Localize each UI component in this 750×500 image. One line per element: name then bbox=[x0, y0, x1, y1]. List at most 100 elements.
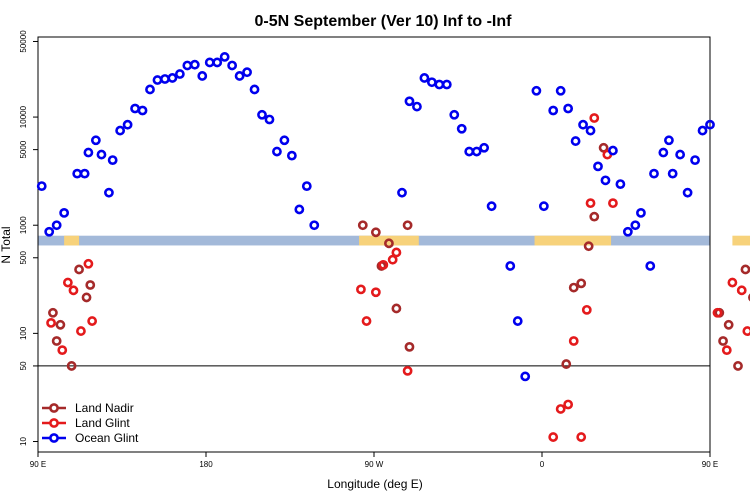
ocean-glint-point bbox=[279, 135, 290, 146]
ocean-glint-point bbox=[257, 109, 267, 120]
land-band bbox=[732, 235, 750, 246]
ocean-glint-point bbox=[531, 85, 542, 96]
ocean-glint-point bbox=[697, 125, 708, 136]
chart-title: 0-5N September (Ver 10) Inf to -Inf bbox=[255, 13, 513, 30]
ocean-glint-point bbox=[486, 201, 497, 212]
x-tick-label: 90 E bbox=[702, 460, 718, 469]
land-glint-point bbox=[736, 285, 747, 296]
ocean-glint-point bbox=[630, 220, 641, 231]
ocean-glint-point bbox=[538, 201, 549, 212]
ocean-glint-point bbox=[294, 204, 305, 215]
land-band bbox=[64, 235, 80, 246]
land-glint-point bbox=[356, 284, 366, 295]
ocean-glint-point bbox=[555, 85, 566, 96]
land-glint-point bbox=[712, 307, 723, 318]
y-tick-label: 50 bbox=[19, 361, 28, 370]
ocean-glint-point bbox=[272, 146, 282, 157]
land-nadir-point bbox=[576, 278, 587, 289]
x-axis-label: Longitude (deg E) bbox=[327, 477, 422, 491]
ocean-glint-point bbox=[107, 155, 118, 166]
land-glint-point bbox=[585, 198, 596, 209]
land-glint-legend-marker bbox=[49, 418, 59, 428]
ocean-glint-point bbox=[505, 261, 516, 271]
land-nadir-legend-marker bbox=[49, 403, 59, 413]
land-nadir-point bbox=[723, 319, 734, 330]
data-points bbox=[36, 52, 750, 442]
ocean-glint-point bbox=[90, 135, 101, 146]
land-nadir-point bbox=[55, 319, 66, 330]
y-tick-label: 10000 bbox=[19, 105, 28, 128]
y-tick-label: 1000 bbox=[19, 216, 28, 234]
land-nadir-point bbox=[404, 341, 415, 352]
ocean-glint-point bbox=[682, 187, 693, 198]
ocean-glint-point bbox=[570, 136, 581, 146]
ocean-glint-point bbox=[664, 135, 674, 146]
land-nadir-point bbox=[370, 227, 381, 238]
land-nadir-legend-label: Land Nadir bbox=[75, 401, 134, 415]
ocean-glint-point bbox=[705, 119, 715, 130]
y-tick-label: 500 bbox=[19, 251, 28, 265]
ocean-glint-point bbox=[593, 161, 603, 172]
land-glint-point bbox=[589, 113, 600, 123]
land-glint-point bbox=[568, 336, 579, 346]
land-glint-point bbox=[361, 316, 372, 326]
land-glint-point bbox=[57, 345, 68, 356]
ocean-glint-point bbox=[167, 73, 178, 83]
x-tick-label: 90 W bbox=[365, 460, 384, 469]
ocean-glint-point bbox=[426, 77, 437, 88]
land-glint-point bbox=[721, 345, 732, 356]
land-nadir-point bbox=[66, 361, 77, 371]
land-nadir-point bbox=[357, 220, 368, 231]
y-tick-label: 5000 bbox=[19, 140, 28, 158]
land-nadir-point bbox=[733, 361, 743, 371]
land-glint-point bbox=[83, 258, 94, 269]
ocean-glint-point bbox=[130, 103, 140, 114]
ocean-glint-point bbox=[44, 226, 55, 237]
ocean-glint-point bbox=[219, 52, 230, 62]
ocean-glint-point bbox=[449, 109, 460, 120]
land-nadir-point bbox=[402, 220, 413, 231]
land-nadir-point bbox=[740, 264, 750, 275]
ocean-glint-point bbox=[649, 168, 659, 179]
ocean-glint-point bbox=[309, 220, 320, 231]
land-glint-point bbox=[68, 285, 79, 296]
land-glint-point bbox=[402, 365, 413, 376]
ocean-glint-point bbox=[615, 179, 626, 189]
y-axis-label: N Total bbox=[0, 226, 13, 263]
land-glint-point bbox=[576, 432, 587, 442]
land-glint-point bbox=[87, 316, 98, 326]
land-nadir-point bbox=[74, 264, 84, 275]
land-glint-point bbox=[548, 432, 559, 442]
ocean-glint-point bbox=[434, 79, 445, 90]
land-glint-point bbox=[608, 198, 618, 209]
ocean-glint-point bbox=[548, 105, 559, 116]
land-nadir-point bbox=[384, 238, 394, 249]
ocean-glint-point bbox=[227, 60, 238, 71]
ocean-glint-point bbox=[59, 207, 70, 218]
ocean-glint-point bbox=[636, 207, 646, 218]
ocean-glint-point bbox=[441, 79, 452, 90]
land-nadir-point bbox=[391, 303, 402, 314]
land-nadir-point bbox=[598, 142, 609, 153]
ocean-glint-point bbox=[464, 146, 475, 157]
ocean-glint-point bbox=[456, 123, 467, 134]
ocean-glint-point bbox=[675, 149, 686, 160]
land-glint-point bbox=[378, 259, 389, 270]
y-tick-label: 100 bbox=[19, 326, 28, 340]
land-glint-point bbox=[581, 304, 592, 315]
ocean-glint-point bbox=[397, 187, 407, 198]
land-nadir-point bbox=[589, 211, 600, 222]
ocean-glint-point bbox=[197, 71, 208, 81]
land-nadir-point bbox=[561, 359, 572, 369]
y-tick-label: 10 bbox=[19, 437, 28, 446]
land-glint-point bbox=[46, 317, 56, 328]
x-tick-label: 90 E bbox=[30, 460, 46, 469]
ocean-glint-point bbox=[96, 149, 107, 160]
land-glint-legend-label: Land Glint bbox=[75, 416, 130, 430]
ocean-glint-point bbox=[690, 155, 700, 166]
ocean-glint-point bbox=[83, 147, 94, 158]
ocean-glint-point bbox=[658, 147, 669, 158]
y-tick-label: 50000 bbox=[19, 30, 28, 53]
land-glint-point bbox=[563, 399, 574, 410]
